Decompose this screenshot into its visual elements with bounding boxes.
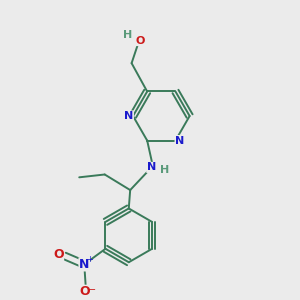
Text: N: N: [79, 258, 89, 271]
Text: −: −: [88, 285, 96, 295]
Text: N: N: [124, 111, 134, 121]
Text: N: N: [175, 136, 184, 146]
Text: +: +: [86, 255, 93, 264]
Text: H: H: [123, 30, 132, 40]
Text: O: O: [79, 285, 90, 298]
Text: H: H: [160, 165, 169, 175]
Text: O: O: [135, 35, 145, 46]
Text: O: O: [53, 248, 64, 261]
Text: N: N: [147, 162, 156, 172]
